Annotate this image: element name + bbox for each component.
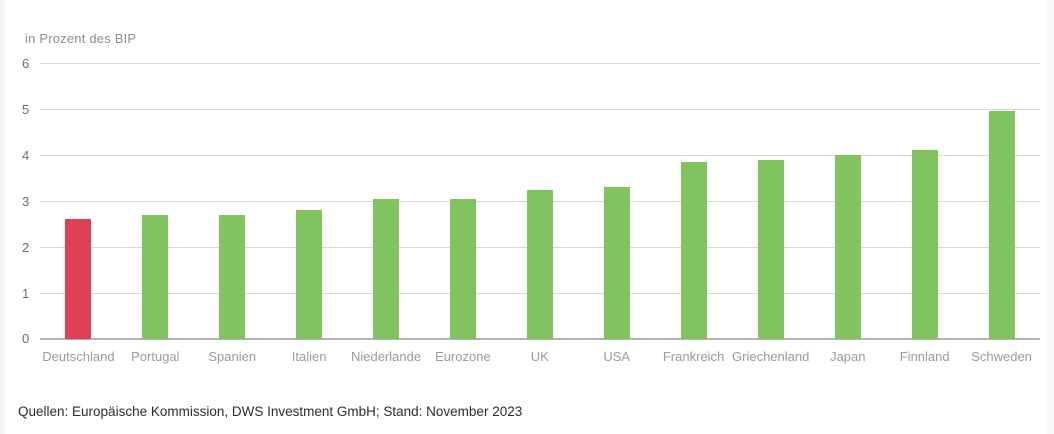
gridline-y0: 0 — [22, 331, 1040, 346]
x-axis-label-frankreich: Frankreich — [662, 349, 725, 364]
gridline-y6: 6 — [22, 56, 1040, 71]
bar-frankreich — [680, 161, 707, 339]
x-axis-label-usa: USA — [603, 349, 631, 364]
bar-slot — [194, 63, 271, 339]
y-tick-label: 5 — [22, 102, 30, 117]
x-axis-label-eurozone: Eurozone — [435, 349, 491, 364]
bar-portugal — [142, 214, 169, 339]
x-axis-label-schweden: Schweden — [971, 349, 1032, 364]
gridline-y5: 5 — [22, 102, 1040, 117]
bar-slot — [425, 63, 502, 339]
y-tick-label: 0 — [22, 331, 30, 346]
bar-japan — [834, 155, 861, 339]
gridline-y4: 4 — [22, 148, 1040, 163]
plot-area: 0 1 2 3 4 5 6 Deutschland Portugal Spanien Italie… — [22, 56, 1040, 364]
y-tick-label: 1 — [22, 286, 30, 301]
bar-slot — [271, 63, 348, 339]
bar-slot — [502, 63, 579, 339]
bar-slot — [348, 63, 425, 339]
bar-griechenland — [757, 159, 784, 339]
bar-slot — [963, 63, 1040, 339]
y-tick-label: 4 — [22, 148, 30, 163]
bar-slot — [809, 63, 886, 339]
bar-niederlande — [373, 198, 400, 339]
bar-italien — [296, 210, 323, 339]
bar-slot — [117, 63, 194, 339]
bar-schweden — [988, 111, 1015, 339]
page-edge-left — [0, 0, 5, 434]
chart-title: in Prozent des BIP — [25, 31, 137, 46]
bar-finnland — [911, 150, 938, 339]
bar-usa — [603, 187, 630, 339]
x-axis-label-finnland: Finnland — [899, 349, 950, 364]
x-axis-labels: Deutschland Portugal Spanien Italien Niederl… — [40, 349, 1040, 364]
x-axis-label-portugal: Portugal — [131, 349, 180, 364]
x-axis-label-spanien: Spanien — [208, 349, 257, 364]
bar-slot — [655, 63, 732, 339]
y-tick-label: 6 — [22, 56, 30, 71]
bar-uk — [526, 189, 553, 339]
x-axis-label-deutschland: Deutschland — [42, 349, 115, 364]
page-edge-right — [1046, 0, 1054, 434]
x-axis-label-uk: UK — [530, 349, 549, 364]
y-tick-label: 2 — [22, 240, 30, 255]
bar-spanien — [219, 214, 246, 339]
bar-series — [40, 63, 1040, 339]
bar-deutschland — [65, 219, 92, 339]
x-axis-label-griechenland: Griechenland — [732, 349, 810, 364]
bar-slot — [578, 63, 655, 339]
bar-slot — [40, 63, 117, 339]
source-note: Quellen: Europäische Kommission, DWS Inv… — [18, 404, 523, 419]
y-tick-label: 3 — [22, 194, 30, 209]
x-axis-label-italien: Italien — [291, 349, 327, 364]
bar-slot — [886, 63, 963, 339]
bar-eurozone — [450, 198, 477, 339]
x-axis-label-niederlande: Niederlande — [350, 349, 422, 364]
bar-slot — [732, 63, 809, 339]
x-axis-label-japan: Japan — [830, 349, 866, 364]
